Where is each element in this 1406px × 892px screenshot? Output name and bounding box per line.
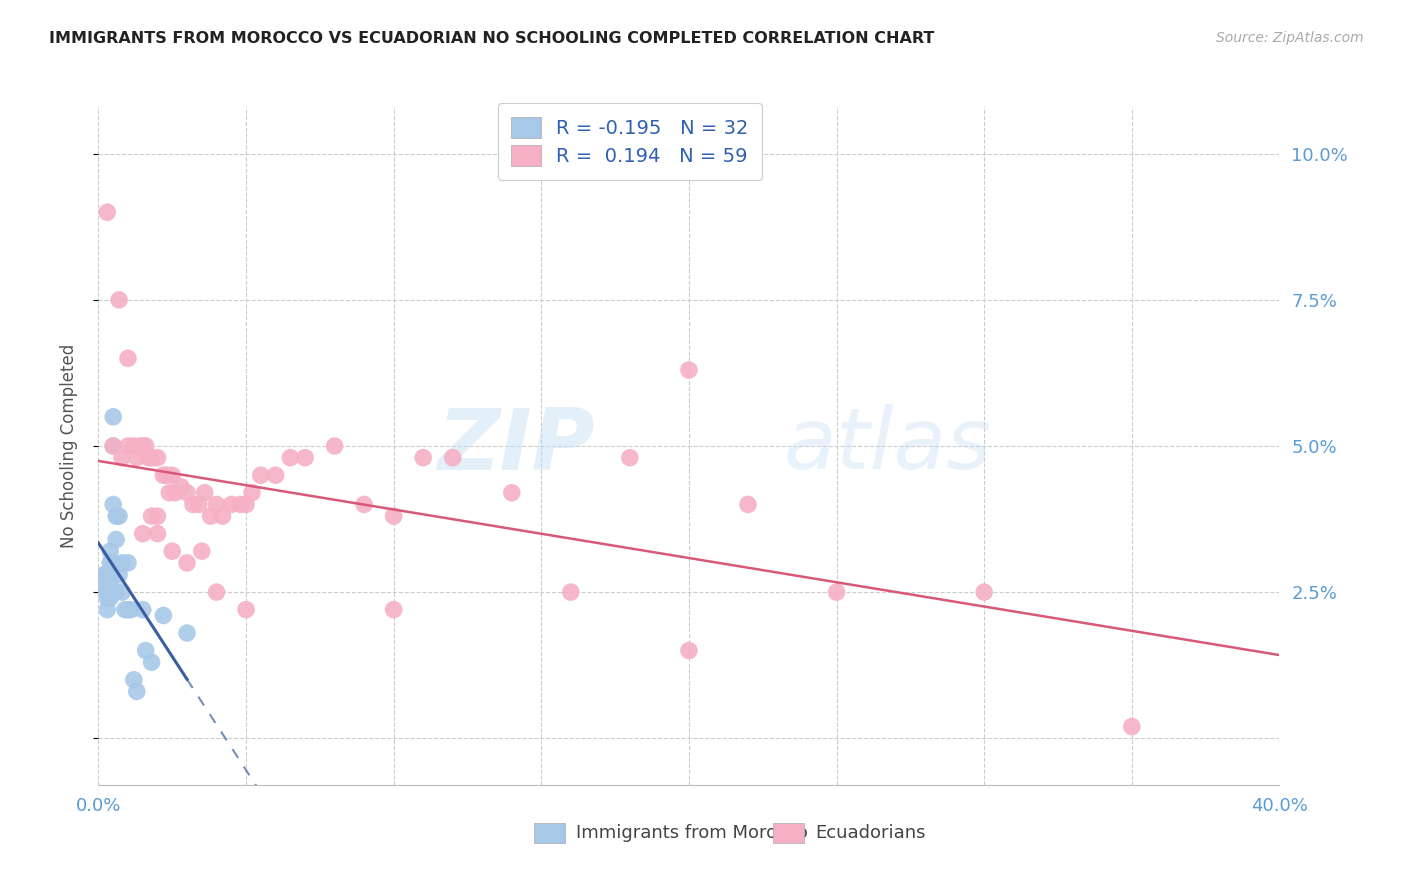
Point xyxy=(737,498,759,512)
Point xyxy=(162,468,183,483)
Point xyxy=(135,643,157,657)
Point xyxy=(501,485,523,500)
Point xyxy=(132,602,155,616)
Point xyxy=(294,450,316,465)
Point xyxy=(98,574,121,588)
Point xyxy=(382,509,405,524)
Point xyxy=(181,498,204,512)
Point xyxy=(155,468,177,483)
Point xyxy=(141,509,163,524)
Point xyxy=(96,205,118,219)
Point xyxy=(194,485,217,500)
Point xyxy=(162,544,183,558)
Point xyxy=(353,498,375,512)
Point xyxy=(146,450,169,465)
Point xyxy=(125,684,148,698)
Point xyxy=(441,450,464,465)
Point xyxy=(235,498,257,512)
Point xyxy=(280,450,302,465)
Point xyxy=(117,602,139,616)
Point xyxy=(138,450,160,465)
Point xyxy=(412,450,434,465)
Point xyxy=(152,608,174,623)
Point xyxy=(98,591,121,605)
Point xyxy=(103,409,125,424)
Point xyxy=(560,585,582,599)
Point xyxy=(176,626,198,640)
Legend: R = -0.195   N = 32, R =  0.194   N = 59: R = -0.195 N = 32, R = 0.194 N = 59 xyxy=(498,103,762,179)
Point xyxy=(108,293,131,307)
Point xyxy=(114,602,136,616)
Point xyxy=(111,450,134,465)
Text: Ecuadorians: Ecuadorians xyxy=(815,824,927,842)
Point xyxy=(141,450,163,465)
Point xyxy=(108,509,131,524)
Point xyxy=(117,351,139,366)
Point xyxy=(187,498,209,512)
Point xyxy=(103,556,125,570)
Point xyxy=(103,439,125,453)
Point xyxy=(619,450,641,465)
Point xyxy=(96,602,118,616)
Point xyxy=(205,585,228,599)
Y-axis label: No Schooling Completed: No Schooling Completed xyxy=(59,344,77,548)
Point xyxy=(103,439,125,453)
Point xyxy=(96,567,118,582)
Point xyxy=(122,439,145,453)
Point xyxy=(98,544,121,558)
Point xyxy=(170,480,193,494)
Point xyxy=(152,468,174,483)
Point xyxy=(250,468,273,483)
Point xyxy=(146,509,169,524)
Point xyxy=(323,439,346,453)
Point xyxy=(235,602,257,616)
Point xyxy=(93,567,115,582)
Point xyxy=(120,602,142,616)
Point xyxy=(211,509,233,524)
Point xyxy=(229,498,252,512)
Point xyxy=(221,498,243,512)
Point xyxy=(678,643,700,657)
Point xyxy=(125,450,148,465)
Point xyxy=(96,585,118,599)
Point xyxy=(825,585,848,599)
Point xyxy=(205,498,228,512)
Text: atlas: atlas xyxy=(783,404,991,488)
Point xyxy=(1121,719,1143,733)
Text: IMMIGRANTS FROM MOROCCO VS ECUADORIAN NO SCHOOLING COMPLETED CORRELATION CHART: IMMIGRANTS FROM MOROCCO VS ECUADORIAN NO… xyxy=(49,31,935,46)
Point xyxy=(264,468,287,483)
Point xyxy=(200,509,222,524)
Point xyxy=(135,439,157,453)
Point xyxy=(96,591,118,605)
Point xyxy=(103,498,125,512)
Point xyxy=(98,556,121,570)
Point xyxy=(105,509,128,524)
Point xyxy=(157,485,180,500)
Point xyxy=(93,579,115,593)
Point xyxy=(240,485,263,500)
Point xyxy=(176,485,198,500)
Point xyxy=(111,556,134,570)
Text: Immigrants from Morocco: Immigrants from Morocco xyxy=(576,824,808,842)
Point xyxy=(108,567,131,582)
Point xyxy=(146,526,169,541)
Point xyxy=(141,655,163,669)
Point xyxy=(105,585,128,599)
Point xyxy=(678,363,700,377)
Point xyxy=(191,544,214,558)
Point xyxy=(117,439,139,453)
Point xyxy=(165,485,187,500)
Point xyxy=(111,585,134,599)
Point xyxy=(105,533,128,547)
Point xyxy=(973,585,995,599)
Point xyxy=(117,556,139,570)
Point xyxy=(176,556,198,570)
Point xyxy=(382,602,405,616)
Text: Source: ZipAtlas.com: Source: ZipAtlas.com xyxy=(1216,31,1364,45)
Point xyxy=(128,439,150,453)
Text: ZIP: ZIP xyxy=(437,404,595,488)
Point xyxy=(132,439,155,453)
Point xyxy=(132,526,155,541)
Point xyxy=(122,673,145,687)
